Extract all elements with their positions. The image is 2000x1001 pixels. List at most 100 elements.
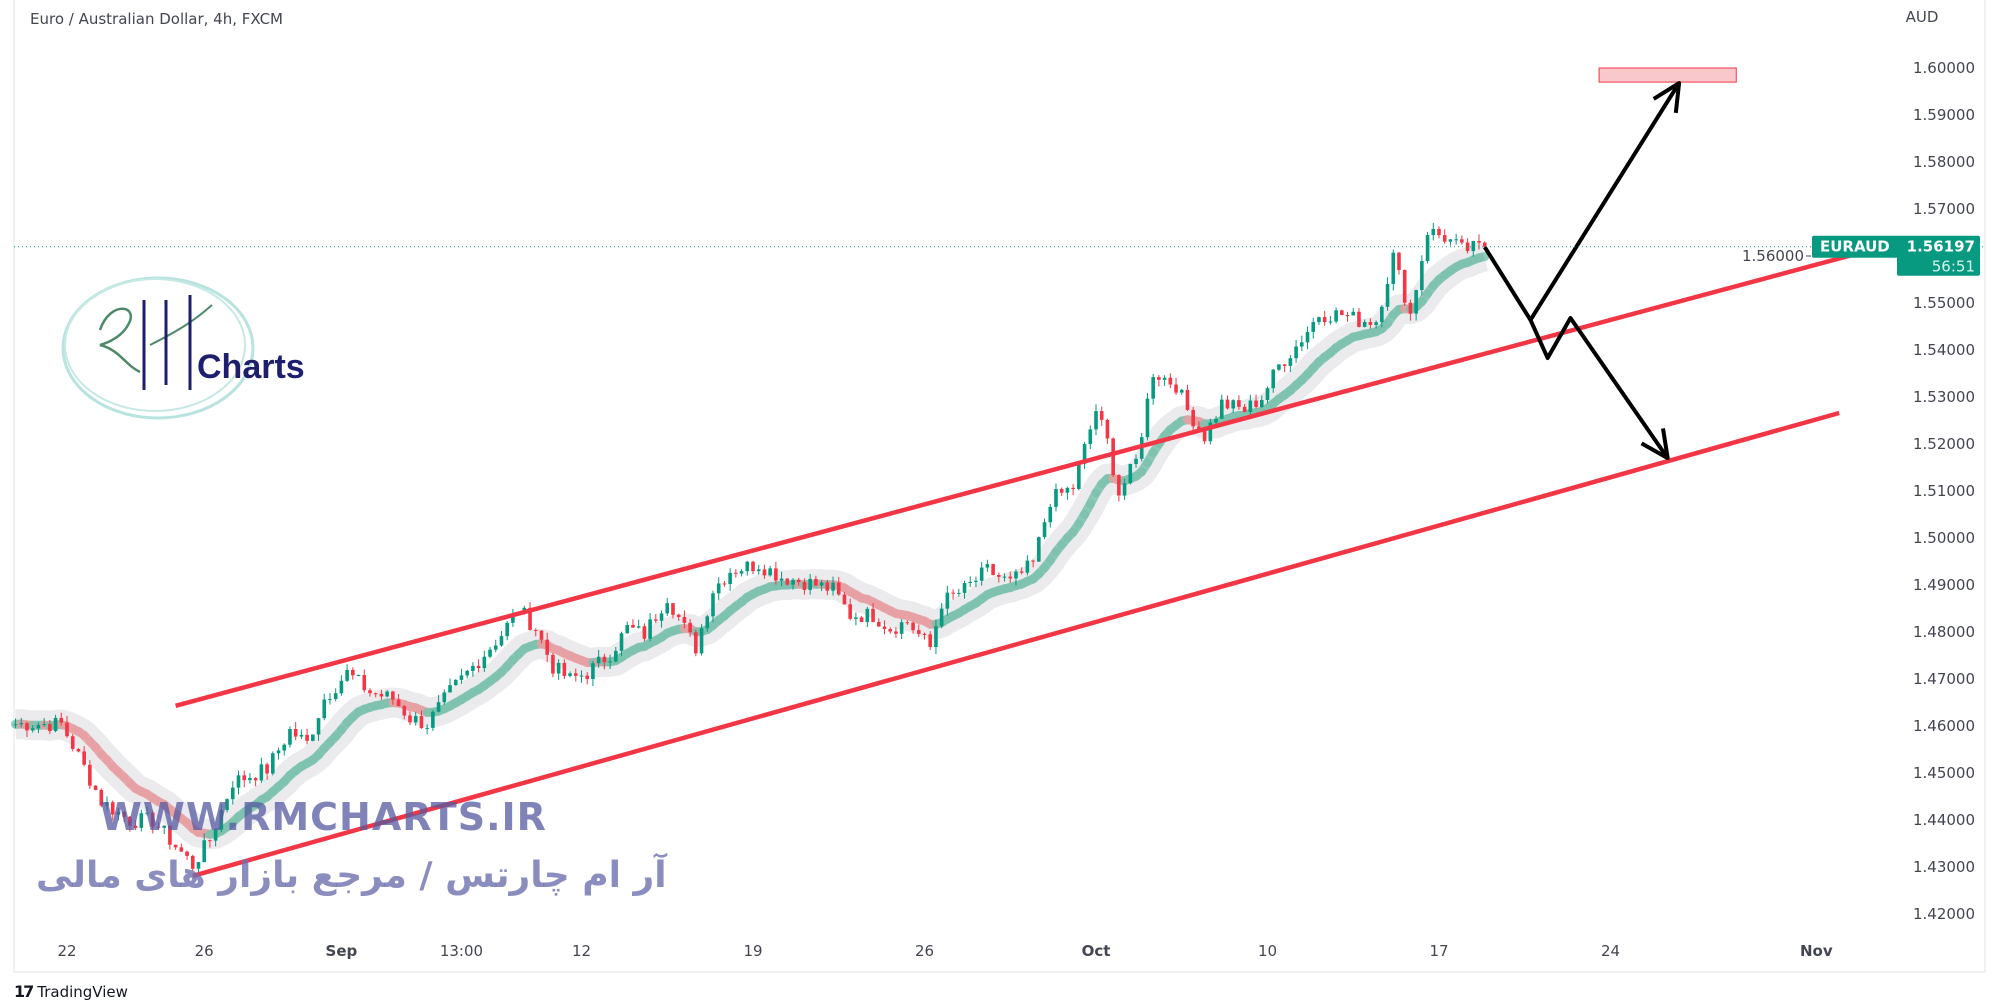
candle <box>1088 425 1092 449</box>
candle <box>591 661 595 686</box>
candle-body <box>1277 364 1281 369</box>
candle <box>648 613 652 642</box>
candle-body <box>968 582 972 583</box>
candle-body <box>1363 322 1367 327</box>
candle <box>174 845 178 851</box>
candle <box>1157 375 1161 386</box>
candle-body <box>471 666 475 671</box>
candle-body <box>940 609 944 627</box>
candle <box>328 693 332 704</box>
candle-body <box>37 725 41 728</box>
candle <box>1226 395 1230 409</box>
candle-body <box>1420 261 1424 290</box>
candle-body <box>1449 239 1453 241</box>
candle-body <box>385 692 389 697</box>
candle-body <box>768 568 772 575</box>
candle-body <box>1397 253 1401 270</box>
y-tick-label: 1.56000 <box>1742 247 1804 265</box>
candle <box>723 581 727 587</box>
y-tick-label: 1.49000 <box>1913 576 1975 594</box>
candle <box>786 578 790 585</box>
candle-body <box>1174 385 1178 393</box>
x-tick-label: 19 <box>743 942 762 960</box>
y-tick-label: 1.52000 <box>1913 435 1975 453</box>
x-tick-label: 26 <box>915 942 934 960</box>
candle-body <box>277 750 281 753</box>
candle-body <box>1472 241 1476 251</box>
candle-body <box>94 786 98 790</box>
candle-body <box>1374 322 1378 325</box>
candle-body <box>1003 577 1007 578</box>
candle-body <box>362 675 366 690</box>
candle-body <box>774 568 778 580</box>
candle <box>1129 464 1133 485</box>
candle <box>1397 252 1401 275</box>
candle <box>254 777 258 786</box>
candle-body <box>1134 459 1138 464</box>
candle-body <box>443 692 447 702</box>
candle-body <box>614 651 618 662</box>
candle-body <box>488 650 492 657</box>
candle <box>242 771 246 788</box>
candle-body <box>671 603 675 615</box>
candle <box>631 619 635 627</box>
candle-body <box>1014 571 1018 578</box>
x-tick-label: 22 <box>57 942 76 960</box>
candle-body <box>688 623 692 632</box>
candle-body <box>248 778 252 780</box>
watermark-url: WWW.RMCHARTS.IR <box>100 795 547 839</box>
candle-body <box>414 716 418 722</box>
candle-body <box>1020 571 1024 572</box>
candle-body <box>1311 322 1315 332</box>
candle-body <box>1271 370 1275 389</box>
candle <box>757 565 761 575</box>
candle <box>505 621 509 640</box>
candle-body <box>1357 312 1361 327</box>
candle <box>288 726 292 747</box>
candle-body <box>1260 400 1264 407</box>
candle <box>511 609 515 627</box>
candle <box>311 734 315 741</box>
candle-body <box>368 690 372 693</box>
candle <box>1026 555 1030 575</box>
candle-body <box>831 583 835 591</box>
candle-body <box>71 736 75 749</box>
candle <box>345 664 349 682</box>
candle-body <box>803 582 807 590</box>
candle <box>991 564 995 576</box>
candle-body <box>1431 229 1435 235</box>
candle-body <box>494 646 498 650</box>
candle-body <box>1454 239 1458 240</box>
candle <box>866 607 870 627</box>
x-tick-label: 10 <box>1258 942 1277 960</box>
candle-body <box>854 617 858 619</box>
candle-body <box>311 734 315 740</box>
candle-body <box>1351 312 1355 316</box>
candle-body <box>557 663 561 674</box>
candle-body <box>585 676 589 679</box>
candle <box>340 675 344 695</box>
candle-body <box>677 615 681 617</box>
candle-body <box>1317 317 1321 322</box>
candle-body <box>568 673 572 676</box>
candle <box>528 602 532 631</box>
candle <box>465 670 469 678</box>
candle-body <box>1283 364 1287 366</box>
candle <box>1311 318 1315 339</box>
candle-body <box>42 724 46 725</box>
candle-body <box>1340 310 1344 315</box>
y-tick-label: 1.59000 <box>1913 106 1975 124</box>
candle-body <box>540 631 544 640</box>
candle-body <box>780 579 784 581</box>
candle-body <box>1414 290 1418 314</box>
candle <box>860 616 864 622</box>
candle <box>1340 310 1344 315</box>
candle <box>260 758 264 784</box>
tag-symbol: EURAUD <box>1820 238 1890 256</box>
candle-body <box>683 617 687 623</box>
candle <box>694 630 698 656</box>
candle-body <box>420 716 424 728</box>
candle-body <box>391 692 395 700</box>
